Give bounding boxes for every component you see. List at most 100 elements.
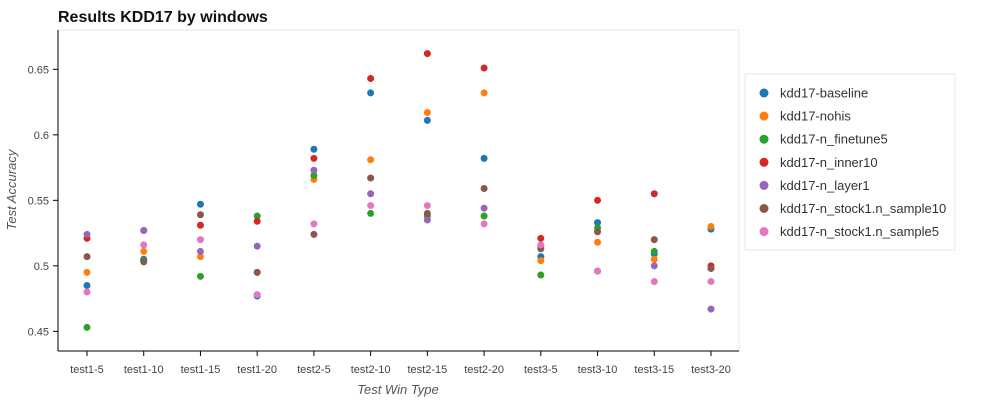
y-tick-label: 0.55 <box>28 195 49 207</box>
data-point <box>367 190 375 198</box>
legend-marker <box>759 180 769 190</box>
x-axis-label: Test Win Type <box>357 382 439 397</box>
data-point <box>367 74 375 82</box>
data-point <box>594 196 602 204</box>
legend-label: kdd17-baseline <box>780 86 868 101</box>
x-tick-label: test2-20 <box>464 364 504 376</box>
x-tick-label: test2-10 <box>351 364 391 376</box>
data-point <box>83 281 91 289</box>
data-point <box>537 257 545 265</box>
data-point <box>423 109 431 117</box>
data-point <box>423 50 431 58</box>
data-point <box>707 278 715 286</box>
y-tick-label: 0.5 <box>34 261 49 273</box>
data-point <box>650 255 658 263</box>
y-tick-label: 0.45 <box>28 326 49 338</box>
data-point <box>196 221 204 229</box>
data-point <box>196 211 204 219</box>
data-point <box>367 202 375 210</box>
data-point <box>196 247 204 255</box>
x-tick-label: test1-5 <box>70 364 104 376</box>
data-point <box>480 64 488 72</box>
data-point <box>480 154 488 162</box>
data-point <box>480 185 488 193</box>
x-axis-ticks: test1-5 test1-10 test1-15 test1-20 test2-5 te… <box>70 351 731 376</box>
legend-marker <box>759 227 769 237</box>
data-points <box>83 50 715 331</box>
data-point <box>196 236 204 244</box>
x-tick-label: test1-15 <box>181 364 221 376</box>
data-point <box>253 291 261 299</box>
data-point <box>310 220 318 228</box>
data-point <box>310 145 318 153</box>
x-tick-label: test2-15 <box>407 364 447 376</box>
y-tick-label: 0.6 <box>34 130 49 142</box>
data-point <box>537 271 545 279</box>
data-point <box>310 171 318 179</box>
data-point <box>83 323 91 331</box>
data-point <box>140 247 148 255</box>
data-point <box>140 258 148 266</box>
x-tick-label: test3-5 <box>524 364 558 376</box>
legend-label: kdd17-nohis <box>780 109 851 124</box>
data-point <box>650 278 658 286</box>
legend-marker <box>759 134 769 144</box>
data-point <box>367 174 375 182</box>
data-point <box>196 253 204 261</box>
data-point <box>367 156 375 164</box>
data-point <box>253 212 261 220</box>
data-point <box>707 264 715 272</box>
data-point <box>537 241 545 249</box>
data-point <box>140 226 148 234</box>
data-point <box>480 89 488 97</box>
x-tick-label: test3-20 <box>691 364 731 376</box>
data-point <box>650 236 658 244</box>
legend-label: kdd17-n_stock1.n_sample10 <box>780 201 946 216</box>
data-point <box>480 204 488 212</box>
data-point <box>650 190 658 198</box>
y-tick-label: 0.65 <box>28 64 49 76</box>
x-tick-label: test3-15 <box>634 364 674 376</box>
data-point <box>707 223 715 231</box>
y-axis-ticks: 0.45 0.5 0.55 0.6 0.65 <box>28 64 58 338</box>
data-point <box>83 230 91 238</box>
legend-marker <box>759 204 769 213</box>
chart-title: Results KDD17 by windows <box>58 9 268 26</box>
x-tick-label: test3-10 <box>578 364 618 376</box>
data-point <box>650 262 658 270</box>
legend-marker <box>759 157 769 167</box>
legend-marker <box>759 88 769 98</box>
data-point <box>707 305 715 313</box>
data-point <box>480 212 488 220</box>
legend-marker <box>759 111 769 121</box>
data-point <box>367 209 375 217</box>
plot-area <box>57 29 740 352</box>
data-point <box>310 166 318 174</box>
x-tick-label: test1-20 <box>237 364 277 376</box>
data-point <box>423 202 431 210</box>
data-point <box>196 272 204 280</box>
data-point <box>480 220 488 228</box>
data-point <box>594 219 602 227</box>
data-point <box>83 268 91 276</box>
data-point <box>83 288 91 296</box>
legend-label: kdd17-n_inner10 <box>780 155 878 170</box>
data-point <box>423 216 431 224</box>
data-point <box>594 267 602 275</box>
data-point <box>253 217 261 225</box>
x-tick-label: test2-5 <box>297 364 331 376</box>
data-point <box>367 89 375 97</box>
data-point <box>423 116 431 124</box>
y-axis-label: Test Accuracy <box>4 148 19 230</box>
legend-box <box>744 73 956 251</box>
data-point <box>310 154 318 162</box>
data-point <box>83 253 91 261</box>
data-point <box>253 268 261 276</box>
data-point <box>650 247 658 255</box>
legend: kdd17-baseline kdd17-nohis kdd17-n_finetun… <box>744 73 956 251</box>
data-point <box>537 234 545 242</box>
data-point <box>423 209 431 217</box>
data-point <box>310 230 318 238</box>
legend-label: kdd17-n_layer1 <box>780 178 870 193</box>
